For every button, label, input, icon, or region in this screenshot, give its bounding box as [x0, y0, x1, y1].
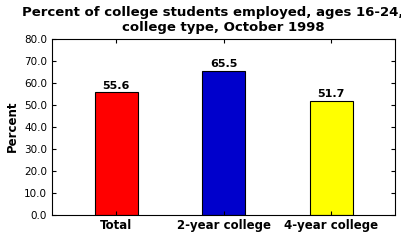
Text: 55.6: 55.6 — [103, 81, 130, 91]
Bar — [310, 101, 352, 215]
Title: Percent of college students employed, ages 16-24, by
college type, October 1998: Percent of college students employed, ag… — [22, 5, 401, 34]
Bar — [95, 93, 138, 215]
Y-axis label: Percent: Percent — [6, 101, 18, 153]
Text: 65.5: 65.5 — [210, 59, 237, 69]
Text: 51.7: 51.7 — [317, 89, 345, 99]
Bar — [202, 71, 245, 215]
